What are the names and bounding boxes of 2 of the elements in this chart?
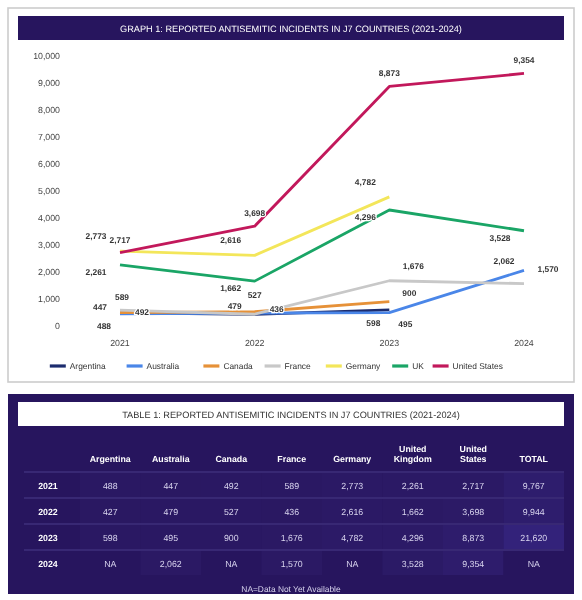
line-series (118, 279, 526, 316)
line-series (118, 268, 526, 316)
